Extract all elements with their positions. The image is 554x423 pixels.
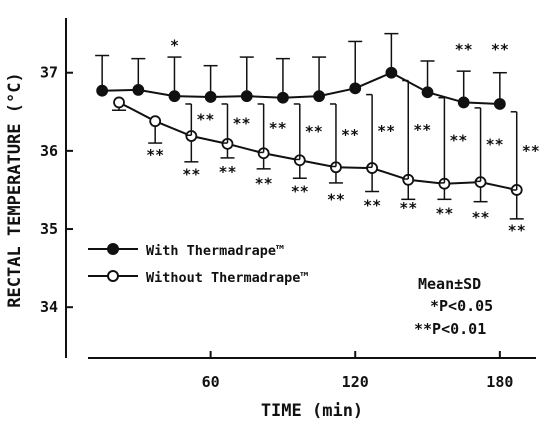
significance-marker: ** <box>399 199 417 217</box>
data-point <box>421 86 434 99</box>
legend-marker-with-icon <box>107 243 119 255</box>
significance-marker: ** <box>363 197 381 215</box>
series-with-thermadrape <box>95 32 507 110</box>
significance-marker: ** <box>327 190 345 208</box>
data-point <box>277 91 289 104</box>
bracket-significance-label: ** <box>232 115 250 133</box>
comparison-bracket: ** <box>438 96 467 184</box>
significance-marker: ** <box>435 204 453 222</box>
series-layer <box>95 32 524 220</box>
comparison-bracket: ** <box>402 79 431 180</box>
significance-marker: ** <box>255 175 273 193</box>
bracket-significance-label: ** <box>305 123 323 141</box>
significance-marker: ** <box>182 165 200 183</box>
data-point <box>168 90 181 103</box>
significance-marker: ** <box>491 40 509 58</box>
y-tick-label: 37 <box>40 64 58 82</box>
significance-marker: ** <box>146 146 164 164</box>
comparison-bracket: ** <box>185 103 214 136</box>
stats-note: Mean±SD *P<0.05 **P<0.01 <box>414 275 493 338</box>
data-point <box>240 90 253 103</box>
data-point <box>313 90 325 103</box>
bracket-significance-label: ** <box>341 126 359 144</box>
legend-marker-without-icon <box>107 270 119 282</box>
comparison-bracket: ** <box>510 111 540 191</box>
x-tick-label: 60 <box>202 373 220 391</box>
significance-marker: ** <box>291 183 309 201</box>
legend: With Thermadrape™ Without Thermadrape™ <box>88 243 309 286</box>
comparison-bracket: ** <box>257 103 287 154</box>
significance-marker: ** <box>508 222 526 240</box>
data-point <box>385 66 398 79</box>
y-tick-label: 35 <box>40 220 58 238</box>
stats-p05: *P<0.05 <box>430 297 493 315</box>
data-point <box>204 91 217 103</box>
significance-marker: ** <box>472 208 490 226</box>
stats-p01: **P<0.01 <box>414 320 486 338</box>
legend-label-with: With Thermadrape™ <box>146 243 284 259</box>
series-line <box>118 101 517 191</box>
comparison-bracket: ** <box>366 93 395 169</box>
bracket-layer: ** ** ** ** ** ** ** ** ** ** <box>185 79 540 191</box>
data-point <box>493 98 506 110</box>
data-point <box>149 115 162 128</box>
y-ticks: 34 35 36 37 <box>40 64 73 316</box>
bracket-significance-label: ** <box>522 142 540 160</box>
data-point <box>132 84 145 96</box>
significance-layer: * ** ****** **** ** ** ** ** ** **** <box>146 36 526 239</box>
x-tick-label: 180 <box>486 373 513 391</box>
series-without-thermadrape <box>112 96 524 220</box>
comparison-bracket: ** <box>293 103 323 161</box>
bracket-significance-label: ** <box>269 119 287 137</box>
data-point <box>96 84 109 97</box>
series-line <box>102 71 500 105</box>
data-point <box>113 96 125 109</box>
significance-marker: ** <box>218 163 236 181</box>
comparison-bracket: ** <box>221 103 251 144</box>
significance-marker: * <box>170 36 179 54</box>
stats-mean-sd: Mean±SD <box>418 275 481 293</box>
x-ticks: 60 120 180 <box>202 351 513 391</box>
axes <box>65 18 536 359</box>
data-point <box>349 82 362 95</box>
bracket-significance-label: ** <box>486 136 504 154</box>
bracket-significance-label: ** <box>196 111 214 129</box>
legend-label-without: Without Thermadrape™ <box>146 270 309 286</box>
comparison-bracket: ** <box>329 103 359 168</box>
y-axis-label: RECTAL TEMPERATURE (°C) <box>5 72 25 307</box>
x-axis-label: TIME (min) <box>261 401 363 421</box>
y-tick-label: 34 <box>40 298 58 316</box>
data-point <box>457 96 470 109</box>
x-tick-label: 120 <box>342 373 369 391</box>
y-tick-label: 36 <box>40 142 58 160</box>
significance-marker: ** <box>455 40 473 58</box>
bracket-significance-label: ** <box>413 121 431 139</box>
bracket-significance-label: ** <box>449 131 467 149</box>
comparison-bracket: ** <box>474 107 504 183</box>
bracket-significance-label: ** <box>377 122 395 140</box>
